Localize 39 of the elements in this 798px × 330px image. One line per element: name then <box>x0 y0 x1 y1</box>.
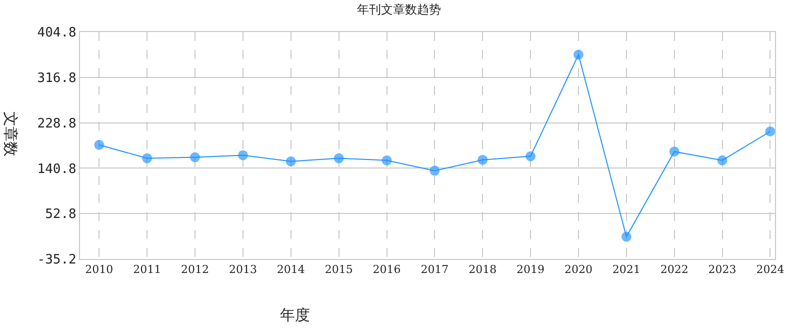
x-tick-label: 2011 <box>133 263 162 276</box>
point <box>382 155 392 166</box>
y-tick-label: 316.8 <box>37 70 76 86</box>
x-tick-label: 2014 <box>276 263 305 276</box>
point <box>526 151 536 162</box>
x-tick-label: 2022 <box>660 263 688 276</box>
y-tick-label: 228.8 <box>37 116 76 132</box>
point <box>142 153 152 164</box>
point <box>190 152 200 162</box>
y-axis-title: 文章数 <box>2 112 20 157</box>
x-tick-label: 2015 <box>324 263 353 276</box>
point <box>238 150 248 160</box>
x-axis-title: 年度 <box>280 306 310 324</box>
x-tick-label: 2013 <box>228 263 257 276</box>
x-tick-label: 2018 <box>468 263 497 276</box>
point <box>765 126 775 136</box>
point <box>573 50 584 60</box>
point <box>621 232 632 242</box>
point <box>94 140 104 150</box>
x-tick-label: 2010 <box>85 263 114 276</box>
point <box>286 156 296 166</box>
point <box>478 154 488 165</box>
x-tick-label: 2021 <box>612 263 640 276</box>
y-tick-label: 140.8 <box>37 162 76 177</box>
chart-title: 年刊文章数趋势 <box>357 2 441 16</box>
point <box>669 146 680 157</box>
x-tick-label: 2012 <box>181 263 210 276</box>
x-tick-label: 2017 <box>420 263 449 276</box>
y-tick-label: 404.8 <box>37 26 76 41</box>
x-tick-label: 2023 <box>708 263 736 276</box>
x-tick-label: 2024 <box>756 263 784 276</box>
y-tick-label: 52.8 <box>45 207 76 222</box>
y-tick-label: -35.2 <box>37 252 76 268</box>
x-tick-label: 2019 <box>516 263 545 276</box>
x-tick-label: 2020 <box>564 263 592 276</box>
x-tick-label: 2016 <box>372 263 401 276</box>
point <box>717 155 728 166</box>
point <box>430 166 440 176</box>
point <box>334 153 344 164</box>
